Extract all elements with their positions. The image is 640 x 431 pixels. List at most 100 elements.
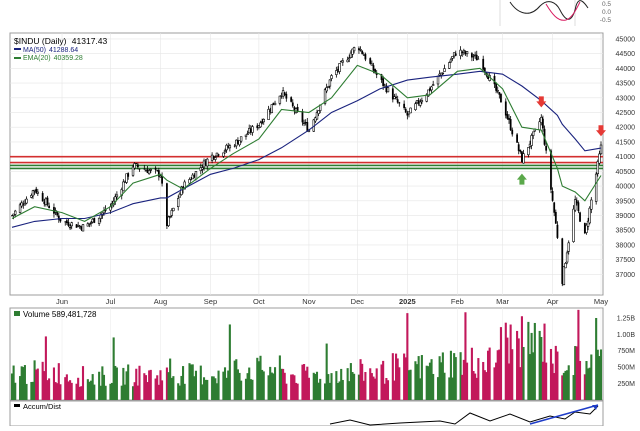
volume-bar: [506, 337, 509, 400]
candle-body: [201, 167, 204, 170]
volume-bar: [190, 364, 193, 400]
volume-bar: [236, 369, 239, 400]
volume-bar: [382, 360, 385, 400]
candle-body: [57, 215, 60, 220]
candle-body: [562, 266, 566, 286]
volume-bar: [256, 357, 259, 400]
price-lines: [11, 64, 602, 228]
volume-bar: [136, 385, 139, 400]
volume-bar: [114, 365, 117, 400]
volume-bar: [464, 312, 467, 400]
candle-body: [361, 50, 364, 54]
volume-bar: [212, 376, 215, 400]
volume-bar: [273, 367, 277, 400]
volume-bar: [440, 362, 443, 400]
reference-lines: [10, 155, 603, 170]
x-tick-label: Aug: [154, 297, 167, 306]
volume-bar: [430, 359, 433, 400]
legend-ema-swatch: [14, 57, 21, 59]
accum-dist-line: [329, 405, 599, 426]
candle-body: [596, 161, 599, 174]
candle-body: [177, 198, 180, 208]
volume-bar: [149, 369, 152, 400]
volume-bar: [353, 373, 356, 400]
candle-body: [419, 101, 422, 106]
volume-bar: [161, 380, 164, 400]
volume-bar: [335, 371, 338, 400]
volume-bar: [462, 359, 465, 400]
legend-ma-swatch: [14, 48, 21, 50]
candle-body: [143, 168, 146, 170]
volume-bar: [48, 378, 51, 400]
candle-body: [70, 222, 73, 227]
candle-body: [545, 145, 548, 151]
candle-body: [168, 215, 172, 218]
x-tick-label: 2025: [399, 297, 416, 306]
volume-bar: [293, 375, 296, 400]
volume-bar: [330, 373, 333, 400]
candle-body: [59, 218, 62, 222]
volume-bar: [172, 376, 175, 400]
y-tick-label: 37500: [616, 257, 636, 264]
candle-body: [415, 100, 419, 104]
volume-bar: [556, 351, 559, 400]
y-tick-label: 37000: [616, 272, 636, 279]
volume-bar: [374, 378, 377, 400]
volume-bar: [372, 376, 375, 400]
volume-bar: [54, 382, 57, 400]
volume-bar: [170, 377, 173, 400]
candle-body: [249, 128, 252, 133]
candle-body: [590, 199, 593, 210]
candle-body: [212, 155, 215, 159]
candle-body: [64, 221, 67, 223]
y-tick-label: 39000: [616, 213, 636, 220]
legend-ema: EMA(20) 40359.28: [23, 55, 83, 62]
candle-body: [477, 58, 480, 60]
candle-body: [594, 173, 598, 202]
volume-bar: [65, 374, 68, 400]
candle-body: [586, 220, 590, 227]
volume-bar: [69, 380, 72, 400]
volume-bar: [572, 375, 575, 400]
volume-bar: [75, 383, 78, 400]
candle-body: [516, 134, 518, 143]
candle-body: [217, 154, 220, 156]
x-tick-label: May: [594, 297, 608, 306]
y-tick-label: 41000: [616, 154, 636, 161]
volume-bar: [91, 374, 94, 400]
volume-bar: [261, 369, 264, 400]
trend-arrow-icon: [592, 405, 598, 410]
x-tick-label: Nov: [302, 297, 316, 306]
volume-bar: [578, 360, 582, 400]
volume-bar: [64, 377, 67, 400]
volume-bar: [417, 356, 420, 400]
volume-bar: [23, 365, 26, 400]
candle-body: [223, 150, 227, 153]
candle-body: [583, 223, 586, 234]
volume-y-tick-label: 1.25B: [617, 315, 636, 322]
volume-bar: [180, 375, 183, 400]
volume-bar: [528, 354, 532, 400]
candle-body: [144, 170, 148, 172]
candle-body: [556, 224, 559, 238]
volume-bar: [599, 349, 603, 400]
candle-body: [136, 164, 139, 168]
candle-body: [233, 145, 236, 147]
volume-bar: [470, 347, 473, 400]
volume-bar: [448, 377, 451, 400]
candle-body: [256, 125, 259, 129]
candle-body: [193, 175, 196, 178]
volume-bar: [291, 374, 294, 400]
candle-body: [565, 252, 569, 263]
candle-body: [540, 117, 543, 123]
candle-body: [473, 54, 477, 57]
volume-bar: [341, 379, 344, 400]
volume-bar: [304, 370, 307, 400]
volume-bar: [52, 367, 56, 400]
candle-body: [323, 89, 327, 104]
volume-bar: [283, 372, 286, 400]
candle-body: [374, 69, 376, 74]
down-arrow-icon: [536, 96, 547, 108]
volume-bar: [516, 330, 519, 400]
